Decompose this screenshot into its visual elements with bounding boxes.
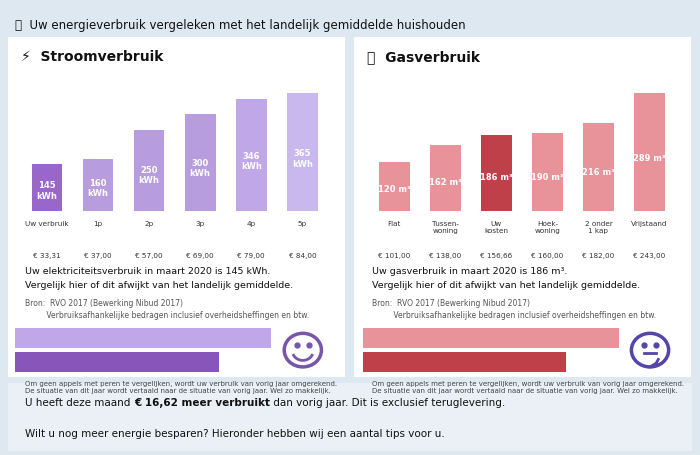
Bar xyxy=(236,100,267,212)
Text: Flat: Flat xyxy=(388,221,401,227)
Text: U heeft deze maand: U heeft deze maand xyxy=(25,398,134,408)
Text: Uw gasverbruik in maart 2020 is 186 m³.: Uw gasverbruik in maart 2020 is 186 m³. xyxy=(372,267,568,276)
Text: Uw stroomverbruik in maart 2020: 145 kWh: Uw stroomverbruik in maart 2020: 145 kWh xyxy=(23,358,230,367)
Bar xyxy=(363,352,566,372)
Text: € 37,00: € 37,00 xyxy=(84,253,112,258)
Text: 🖥  Uw energieverbruik vergeleken met het landelijk gemiddelde huishouden: 🖥 Uw energieverbruik vergeleken met het … xyxy=(15,19,466,31)
Bar xyxy=(287,94,318,212)
Text: 145
kWh: 145 kWh xyxy=(36,181,57,200)
Bar xyxy=(15,329,272,349)
Bar xyxy=(32,165,62,212)
Text: € 84,00: € 84,00 xyxy=(288,253,316,258)
Text: 5p: 5p xyxy=(298,221,307,227)
Text: Verbruiksafhankelijke bedragen inclusief overheidsheffingen en btw.: Verbruiksafhankelijke bedragen inclusief… xyxy=(372,310,657,319)
Bar xyxy=(185,115,216,212)
Bar xyxy=(83,160,113,212)
Text: 1p: 1p xyxy=(93,221,103,227)
Text: Vrijstaand: Vrijstaand xyxy=(631,221,668,227)
Bar xyxy=(379,162,410,212)
Bar xyxy=(134,131,164,212)
Text: 300
kWh: 300 kWh xyxy=(190,158,211,178)
Bar xyxy=(532,134,563,212)
Bar xyxy=(481,136,512,212)
Text: Verbruiksafhankelijke bedragen inclusief overheidsheffingen en btw.: Verbruiksafhankelijke bedragen inclusief… xyxy=(25,310,309,319)
Text: Uw gasverbruik in maart 2019: 166 m³: Uw gasverbruik in maart 2019: 166 m³ xyxy=(370,334,534,343)
Text: 2 onder
1 kap: 2 onder 1 kap xyxy=(584,221,612,234)
Text: 216 m³: 216 m³ xyxy=(582,167,615,177)
Text: 365
kWh: 365 kWh xyxy=(292,149,313,168)
Text: 120 m³: 120 m³ xyxy=(378,185,410,194)
Text: 160
kWh: 160 kWh xyxy=(88,179,108,198)
Text: 4p: 4p xyxy=(246,221,256,227)
Text: Om geen appels met peren te vergelijken, wordt uw verbruik van vorig jaar omgere: Om geen appels met peren te vergelijken,… xyxy=(25,380,337,393)
Text: € 243,00: € 243,00 xyxy=(634,253,666,258)
Text: 190 m³: 190 m³ xyxy=(531,172,564,181)
Text: Uw gasverbruik in maart 2020: 186 m³: Uw gasverbruik in maart 2020: 186 m³ xyxy=(370,358,552,367)
Text: Uw stroomverbruik in maart 2019: 146 kWh: Uw stroomverbruik in maart 2019: 146 kWh xyxy=(23,334,208,343)
Text: € 160,00: € 160,00 xyxy=(531,253,564,258)
Text: € 16,62 meer verbruikt: € 16,62 meer verbruikt xyxy=(134,398,270,408)
Text: € 69,00: € 69,00 xyxy=(186,253,214,258)
Text: Bron:  RVO 2017 (Bewerking Nibud 2017): Bron: RVO 2017 (Bewerking Nibud 2017) xyxy=(25,298,183,307)
Bar xyxy=(15,352,219,372)
Text: € 182,00: € 182,00 xyxy=(582,253,615,258)
Text: € 101,00: € 101,00 xyxy=(378,253,410,258)
Text: 2p: 2p xyxy=(144,221,154,227)
Text: 🔥  Gasverbruik: 🔥 Gasverbruik xyxy=(368,50,480,64)
Text: 250
kWh: 250 kWh xyxy=(139,166,160,185)
Text: Tussen-
woning: Tussen- woning xyxy=(432,221,458,234)
Bar xyxy=(634,94,665,212)
Bar xyxy=(363,329,619,349)
Text: Uw elektriciteitsverbruik in maart 2020 is 145 kWh.: Uw elektriciteitsverbruik in maart 2020 … xyxy=(25,267,270,276)
Text: € 79,00: € 79,00 xyxy=(237,253,265,258)
Text: Om geen appels met peren te vergelijken, wordt uw verbruik van vorig jaar omgere: Om geen appels met peren te vergelijken,… xyxy=(372,380,685,393)
Text: Bron:  RVO 2017 (Bewerking Nibud 2017): Bron: RVO 2017 (Bewerking Nibud 2017) xyxy=(372,298,530,307)
Text: 346
kWh: 346 kWh xyxy=(241,152,262,171)
Text: Uw
kosten: Uw kosten xyxy=(484,221,508,234)
Text: € 57,00: € 57,00 xyxy=(135,253,163,258)
Text: 186 m³: 186 m³ xyxy=(480,173,512,182)
Bar xyxy=(583,123,614,212)
Text: Hoek-
woning: Hoek- woning xyxy=(534,221,560,234)
Text: Uw verbruik: Uw verbruik xyxy=(25,221,69,227)
Text: dan vorig jaar. Dit is exclusief teruglevering.: dan vorig jaar. Dit is exclusief terugle… xyxy=(270,398,505,408)
Text: € 138,00: € 138,00 xyxy=(429,253,461,258)
Text: Vergelijk hier of dit afwijkt van het landelijk gemiddelde.: Vergelijk hier of dit afwijkt van het la… xyxy=(372,280,640,289)
Text: € 156,66: € 156,66 xyxy=(480,253,512,258)
Text: 162 m³: 162 m³ xyxy=(429,177,461,187)
Text: Vergelijk hier of dit afwijkt van het landelijk gemiddelde.: Vergelijk hier of dit afwijkt van het la… xyxy=(25,280,293,289)
Text: 289 m³: 289 m³ xyxy=(634,154,666,163)
Bar xyxy=(430,146,461,212)
Text: € 33,31: € 33,31 xyxy=(33,253,61,258)
Text: ⚡  Stroomverbruik: ⚡ Stroomverbruik xyxy=(21,50,163,64)
Text: 3p: 3p xyxy=(195,221,205,227)
Text: Wilt u nog meer energie besparen? Hieronder hebben wij een aantal tips voor u.: Wilt u nog meer energie besparen? Hieron… xyxy=(25,428,445,438)
